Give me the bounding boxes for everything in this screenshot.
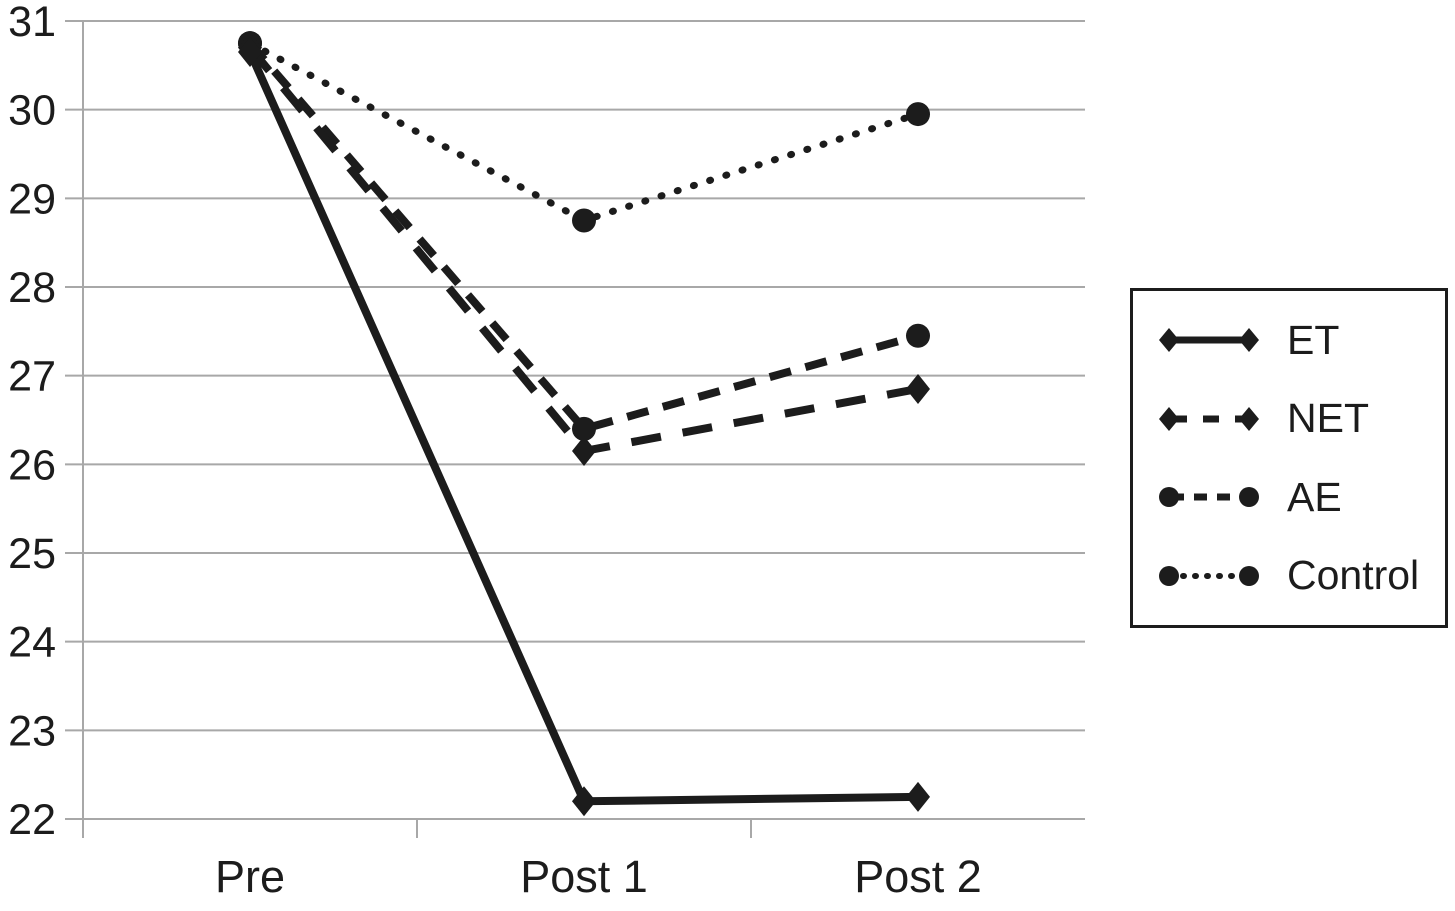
legend-sample-marker [1159, 406, 1179, 431]
y-axis-tick-label: 30 [8, 87, 56, 135]
x-axis-tick-label: Pre [215, 851, 285, 902]
data-point-marker-control [906, 102, 930, 127]
legend-sample-marker [1159, 487, 1179, 508]
legend-label: AE [1287, 473, 1342, 520]
y-axis-tick-label: 25 [8, 530, 56, 578]
y-axis-tick-label: 23 [8, 707, 56, 755]
legend-sample-icon-net [1159, 406, 1259, 431]
y-axis-tick-label: 28 [8, 264, 56, 312]
y-axis-tick-label: 29 [8, 175, 56, 223]
legend-label: NET [1287, 395, 1369, 442]
legend: ET NET AE Control [1130, 288, 1448, 628]
legend-item-net: NET [1157, 398, 1445, 439]
legend-sample-marker [1159, 565, 1179, 586]
series-et [238, 37, 930, 817]
data-point-marker-et [238, 37, 262, 68]
data-point-marker-net [906, 373, 930, 404]
data-point-marker-net [572, 436, 596, 467]
legend-sample-marker [1239, 487, 1259, 508]
legend-item-et: ET [1157, 316, 1445, 363]
data-point-marker-ae [572, 416, 596, 441]
series-line-control [246, 39, 922, 225]
y-axis-tick-label: 27 [8, 353, 56, 401]
data-point-marker-control [572, 208, 596, 233]
series-line-net [246, 45, 919, 456]
y-axis-tick-label: 24 [8, 619, 56, 667]
legend-label: ET [1287, 316, 1340, 363]
x-axis-tick-label: Post 1 [520, 851, 648, 902]
series-line-ae [246, 40, 920, 434]
legend-item-control: Control [1157, 555, 1445, 596]
y-axis-tick-label: 31 [8, 0, 56, 46]
legend-sample-icon-et [1159, 328, 1259, 353]
data-point-marker-et [572, 786, 596, 817]
y-axis-tick-label: 26 [8, 441, 56, 489]
legend-sample-marker [1159, 328, 1179, 353]
x-axis-tick-label: Post 2 [854, 851, 982, 902]
legend-sample-marker [1239, 406, 1259, 431]
y-axis-tick-label: 22 [8, 796, 56, 844]
legend-sample-marker [1239, 565, 1259, 586]
legend-sample-marker [1239, 328, 1259, 353]
legend-sample-icon-control [1159, 565, 1259, 586]
data-point-marker-et [906, 781, 930, 812]
legend-item-ae: AE [1157, 473, 1445, 520]
series-control [238, 31, 930, 233]
legend-sample-icon-ae [1159, 487, 1259, 508]
legend-label: Control [1287, 552, 1420, 599]
data-point-marker-ae [906, 323, 930, 348]
